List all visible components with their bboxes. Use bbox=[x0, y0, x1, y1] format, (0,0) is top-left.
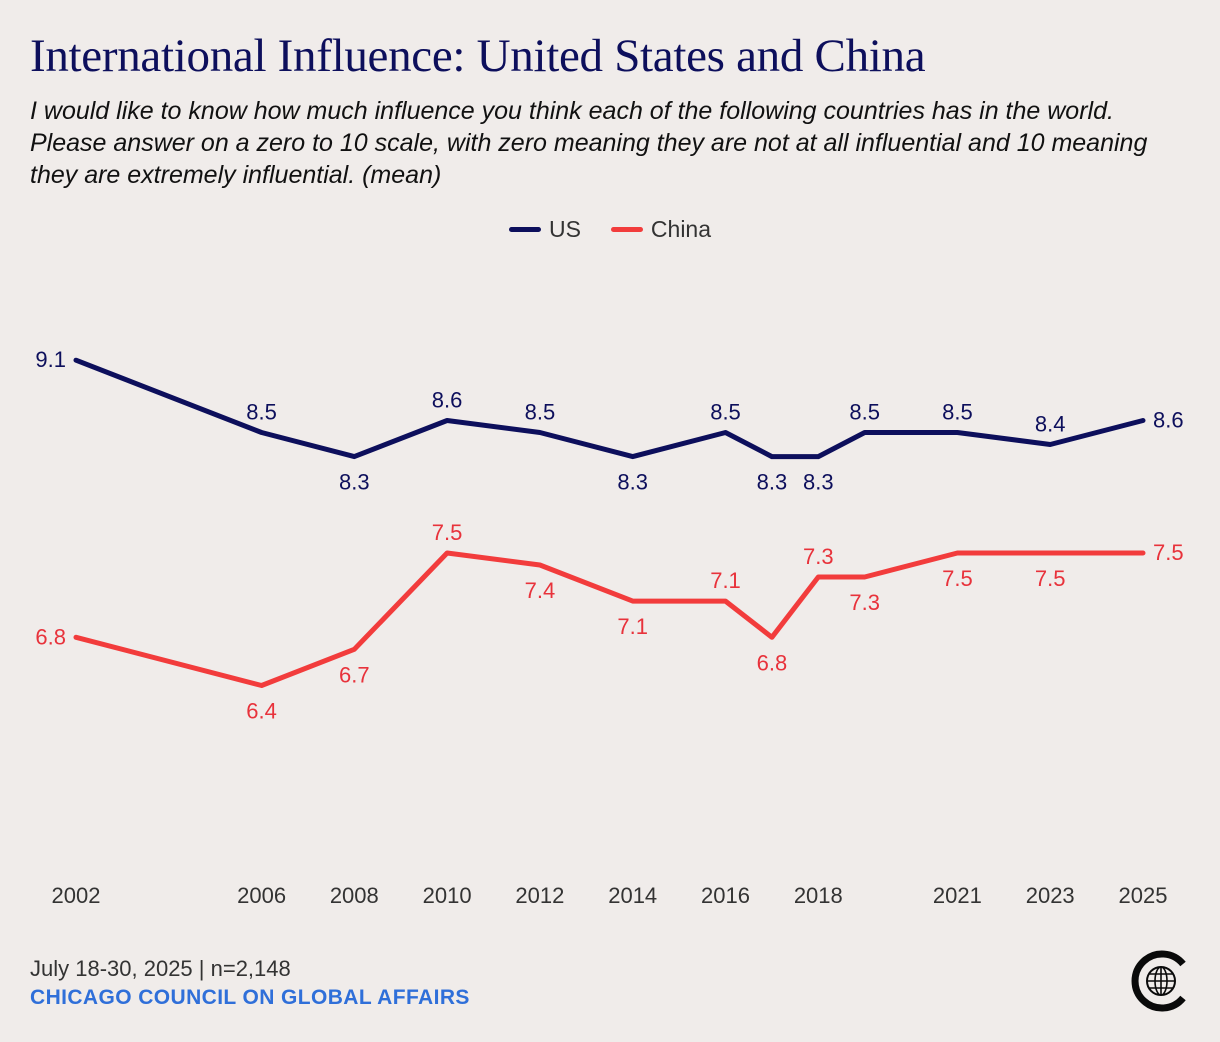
data-label-china-2019: 7.3 bbox=[849, 590, 880, 615]
data-label-china-2021: 7.5 bbox=[942, 566, 973, 591]
x-tick-label-2014: 2014 bbox=[608, 883, 657, 908]
series-line-us bbox=[73, 357, 1146, 460]
footer-date-sample: July 18-30, 2025 | n=2,148 bbox=[30, 956, 291, 981]
data-label-us-2021: 8.5 bbox=[942, 400, 973, 425]
x-tick-label-2008: 2008 bbox=[330, 883, 379, 908]
data-label-us-2019: 8.5 bbox=[849, 400, 880, 425]
chart-title: International Influence: United States a… bbox=[30, 30, 926, 82]
x-tick-label-2012: 2012 bbox=[515, 883, 564, 908]
chart-legend: US China bbox=[0, 216, 1220, 243]
data-label-us-2017: 8.3 bbox=[757, 470, 788, 495]
legend-item-china: China bbox=[610, 216, 712, 243]
x-tick-label-2018: 2018 bbox=[794, 883, 843, 908]
x-tick-label-2006: 2006 bbox=[237, 883, 286, 908]
data-label-china-2018: 7.3 bbox=[803, 544, 834, 569]
data-label-china-2023: 7.5 bbox=[1035, 566, 1066, 591]
data-label-us-2023: 8.4 bbox=[1035, 412, 1066, 437]
x-tick-label-2002: 2002 bbox=[52, 883, 101, 908]
legend-swatch-china bbox=[610, 227, 643, 232]
footer-source: CHICAGO COUNCIL ON GLOBAL AFFAIRS bbox=[30, 986, 470, 1009]
x-tick-label-2016: 2016 bbox=[701, 883, 750, 908]
data-label-us-2016: 8.5 bbox=[710, 400, 741, 425]
x-tick-label-2023: 2023 bbox=[1026, 883, 1075, 908]
legend-label-us: US bbox=[548, 216, 581, 242]
data-label-us-2014: 8.3 bbox=[617, 470, 648, 495]
data-label-us-2008: 8.3 bbox=[339, 470, 370, 495]
data-label-china-2006: 6.4 bbox=[246, 699, 277, 724]
legend-swatch-us bbox=[508, 227, 541, 232]
x-tick-label-2010: 2010 bbox=[423, 883, 472, 908]
legend-item-us: US bbox=[508, 216, 581, 243]
data-label-china-2025: 7.5 bbox=[1153, 540, 1184, 565]
data-label-china-2016: 7.1 bbox=[710, 568, 741, 593]
globe-c-logo-icon bbox=[1131, 950, 1186, 1012]
data-label-china-2002: 6.8 bbox=[35, 624, 66, 649]
data-label-china-2012: 7.4 bbox=[525, 578, 556, 603]
data-label-us-2002: 9.1 bbox=[35, 347, 66, 372]
data-label-us-2025: 8.6 bbox=[1153, 408, 1184, 433]
data-label-china-2017: 6.8 bbox=[757, 650, 788, 675]
data-label-china-2008: 6.7 bbox=[339, 662, 370, 687]
data-label-us-2006: 8.5 bbox=[246, 400, 277, 425]
data-label-us-2018: 8.3 bbox=[803, 470, 834, 495]
series-line-china bbox=[73, 550, 1146, 688]
data-label-china-2014: 7.1 bbox=[617, 614, 648, 639]
data-label-china-2010: 7.5 bbox=[432, 520, 463, 545]
chart-subtitle: I would like to know how much influence … bbox=[30, 97, 1148, 189]
data-label-us-2012: 8.5 bbox=[525, 400, 556, 425]
x-tick-label-2021: 2021 bbox=[933, 883, 982, 908]
x-tick-label-2025: 2025 bbox=[1119, 883, 1168, 908]
legend-label-china: China bbox=[650, 216, 712, 242]
data-label-us-2010: 8.6 bbox=[432, 388, 463, 413]
